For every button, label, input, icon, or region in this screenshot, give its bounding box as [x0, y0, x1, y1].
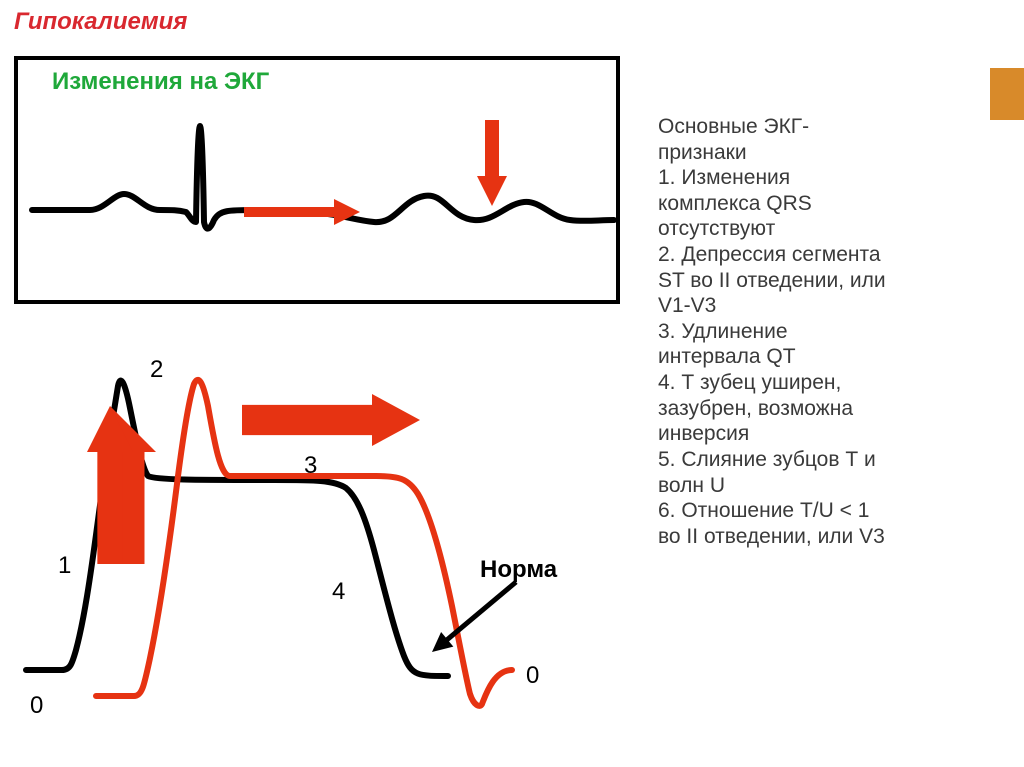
- phase-label: 4: [332, 578, 345, 606]
- page-title: Гипокалиемия: [14, 8, 187, 36]
- accent-bar: [990, 68, 1024, 120]
- text-item: 3. Удлинение интервала QT: [658, 319, 888, 370]
- text-heading: Основные ЭКГ-признаки: [658, 114, 888, 165]
- phase-label: 1: [58, 552, 71, 580]
- phase-label: 0: [526, 662, 539, 690]
- ecg-trace: [18, 60, 616, 300]
- text-item: 2. Депрессия сегмента ST во II отведении…: [658, 242, 888, 319]
- ecg-box: Изменения на ЭКГ: [14, 56, 620, 304]
- norma-label: Норма: [480, 556, 557, 584]
- action-potential-diagram: 012340 Норма: [14, 360, 620, 740]
- phase-label: 3: [304, 452, 317, 480]
- text-item: 5. Слияние зубцов Т и волн U: [658, 447, 888, 498]
- text-panel: Основные ЭКГ-признаки 1. Изменения компл…: [658, 114, 888, 549]
- phase-label: 2: [150, 356, 163, 384]
- text-item: 6. Отношение Т/U < 1 во II отведении, ил…: [658, 498, 888, 549]
- phase-label: 0: [30, 692, 43, 720]
- slide: { "colors":{ "title":"#d9282f","green":"…: [0, 0, 1024, 767]
- text-item: 4. Т зубец уширен, зазубрен, возможна ин…: [658, 370, 888, 447]
- text-item: 1. Изменения комплекса QRS отсутствуют: [658, 165, 888, 242]
